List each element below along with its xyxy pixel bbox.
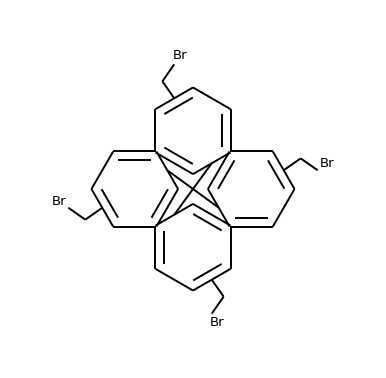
Text: Br: Br — [210, 316, 225, 328]
Text: Br: Br — [173, 50, 187, 62]
Text: Br: Br — [52, 195, 66, 208]
Text: Br: Br — [320, 157, 334, 170]
